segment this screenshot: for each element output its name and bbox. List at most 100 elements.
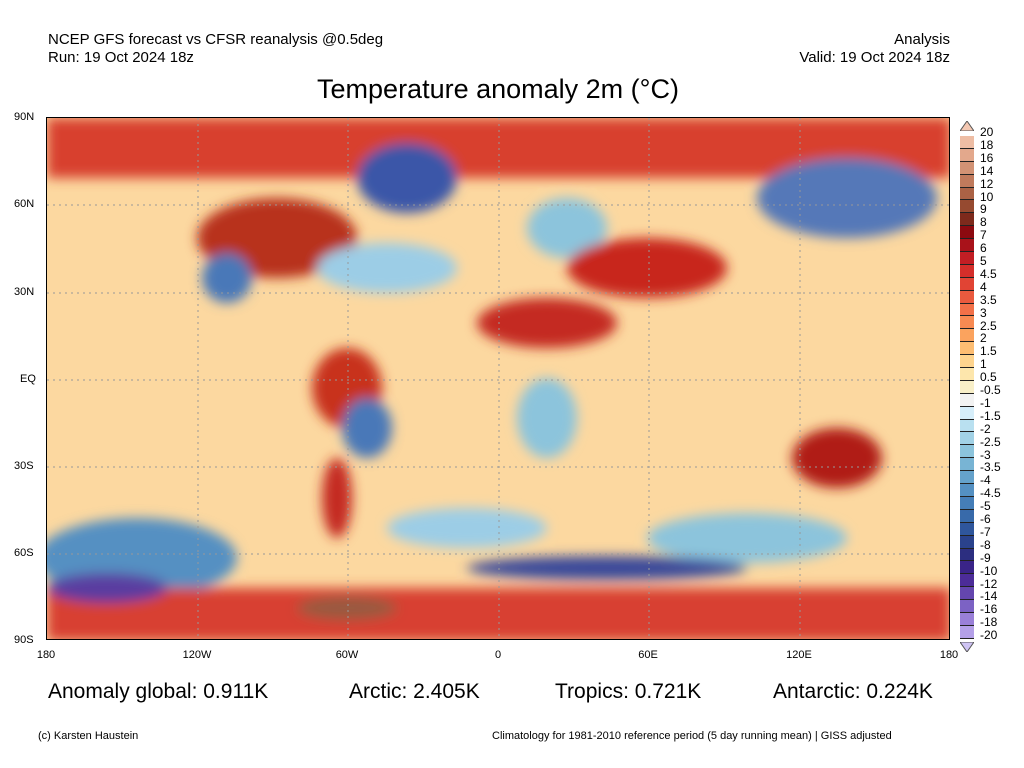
colorbar-label: -18	[980, 615, 998, 630]
colorbar-label: 14	[980, 163, 994, 178]
colorbar-label: 20	[980, 125, 994, 139]
colorbar-label: -6	[980, 512, 991, 526]
global-anomaly: Anomaly global: 0.911K	[48, 680, 269, 703]
colorbar-label: -3	[980, 447, 991, 462]
colorbar-label: 8	[980, 215, 987, 230]
colorbar-box	[960, 458, 974, 472]
colorbar-box	[960, 496, 974, 510]
colorbar-box	[960, 561, 974, 575]
colorbar-box	[960, 535, 974, 549]
climatology-note: Climatology for 1981-2010 reference peri…	[492, 730, 892, 742]
colorbar-box	[960, 612, 974, 626]
colorbar-box	[960, 303, 974, 317]
model-description: NCEP GFS forecast vs CFSR reanalysis @0.…	[48, 31, 384, 48]
colorbar-box	[960, 148, 974, 162]
colorbar: 20 18 16 14 12 10 9 8 7 6 5 4.5 4 3.5 3 2.5 2 1.5 1 0.5 -0.5…	[959, 118, 1001, 657]
lat-label: 90S	[14, 634, 34, 646]
colorbar-label: 3	[980, 305, 987, 320]
colorbar-label: -0.5	[980, 383, 1001, 397]
colorbar-label: -4.5	[980, 486, 1001, 501]
arctic-anomaly: Arctic: 2.405K	[349, 680, 480, 703]
colorbar-box	[960, 625, 974, 639]
colorbar-box	[960, 355, 974, 369]
colorbar-box	[960, 600, 974, 613]
lat-label: 60S	[14, 547, 34, 559]
colorbar-box	[960, 136, 974, 149]
colorbar-label: 5	[980, 254, 987, 268]
colorbar-label: -2.5	[980, 434, 1001, 449]
colorbar-box	[960, 471, 974, 485]
colorbar-label: 4	[980, 279, 987, 294]
colorbar-box	[960, 393, 974, 407]
colorbar-label: -10	[980, 563, 998, 578]
run-time: Run: 19 Oct 2024 18z	[48, 49, 194, 66]
lat-label: 90N	[14, 111, 35, 123]
colorbar-box	[960, 368, 974, 381]
colorbar-label: 10	[980, 189, 994, 204]
colorbar-box	[960, 574, 974, 588]
colorbar-box	[960, 342, 974, 356]
tropics-anomaly: Tropics: 0.721K	[555, 680, 702, 703]
colorbar-box	[960, 316, 974, 330]
lat-label: 30N	[14, 286, 35, 298]
lon-label: 120E	[786, 649, 812, 661]
colorbar-label: 2.5	[980, 318, 997, 333]
colorbar-arrow	[959, 120, 975, 132]
colorbar-label: -9	[980, 550, 991, 565]
colorbar-box	[960, 548, 974, 562]
colorbar-box	[960, 213, 974, 227]
valid-time: Valid: 19 Oct 2024 18z	[799, 49, 950, 66]
colorbar-box	[960, 484, 974, 497]
colorbar-box	[960, 252, 974, 265]
colorbar-box	[960, 522, 974, 536]
colorbar-box	[960, 187, 974, 201]
colorbar-box	[960, 226, 974, 240]
colorbar-label: 7	[980, 228, 987, 243]
lon-label: 0	[494, 649, 502, 661]
colorbar-label: -16	[980, 602, 998, 617]
colorbar-box	[960, 406, 974, 420]
colorbar-box	[960, 200, 974, 214]
colorbar-label: 6	[980, 241, 987, 256]
colorbar-label: -5	[980, 499, 991, 514]
colorbar-box	[960, 174, 974, 188]
lon-label: 180	[36, 649, 56, 661]
lon-label: 60E	[638, 649, 658, 661]
lon-label: 120W	[182, 649, 212, 661]
lat-label: 60N	[14, 198, 35, 210]
lon-label: 180	[939, 649, 959, 661]
colorbar-label: -20	[980, 628, 998, 643]
colorbar-box	[960, 509, 974, 523]
analysis-label: Analysis	[894, 31, 950, 48]
lat-label: EQ	[20, 373, 36, 385]
chart-title: Temperature anomaly 2m (°C)	[317, 74, 679, 104]
colorbar-box	[960, 290, 974, 304]
colorbar-box	[960, 329, 974, 343]
colorbar-box	[960, 380, 974, 394]
lon-label: 60W	[335, 649, 359, 661]
colorbar-label: 4.5	[980, 266, 997, 281]
colorbar-label: 18	[980, 137, 994, 152]
antarctic-anomaly: Antarctic: 0.224K	[773, 680, 933, 703]
colorbar-label: -1	[980, 395, 991, 410]
colorbar-arrow	[959, 641, 975, 653]
colorbar-label: -8	[980, 537, 991, 552]
colorbar-label: 3.5	[980, 292, 997, 307]
colorbar-label: -14	[980, 589, 998, 604]
colorbar-label: -4	[980, 473, 991, 488]
colorbar-box	[960, 161, 974, 175]
colorbar-box	[960, 239, 974, 253]
lat-label: 30S	[14, 460, 34, 472]
colorbar-label: 1.5	[980, 344, 997, 359]
colorbar-label: -12	[980, 576, 998, 591]
colorbar-box	[960, 264, 974, 278]
colorbar-label: 0.5	[980, 370, 997, 385]
colorbar-label: 9	[980, 202, 987, 217]
colorbar-label: -7	[980, 524, 991, 539]
temperature-anomaly-map	[46, 117, 950, 640]
colorbar-label: -3.5	[980, 460, 1001, 475]
colorbar-box	[960, 419, 974, 433]
colorbar-box	[960, 445, 974, 459]
colorbar-label: -1.5	[980, 408, 1001, 423]
copyright: (c) Karsten Haustein	[38, 730, 139, 742]
